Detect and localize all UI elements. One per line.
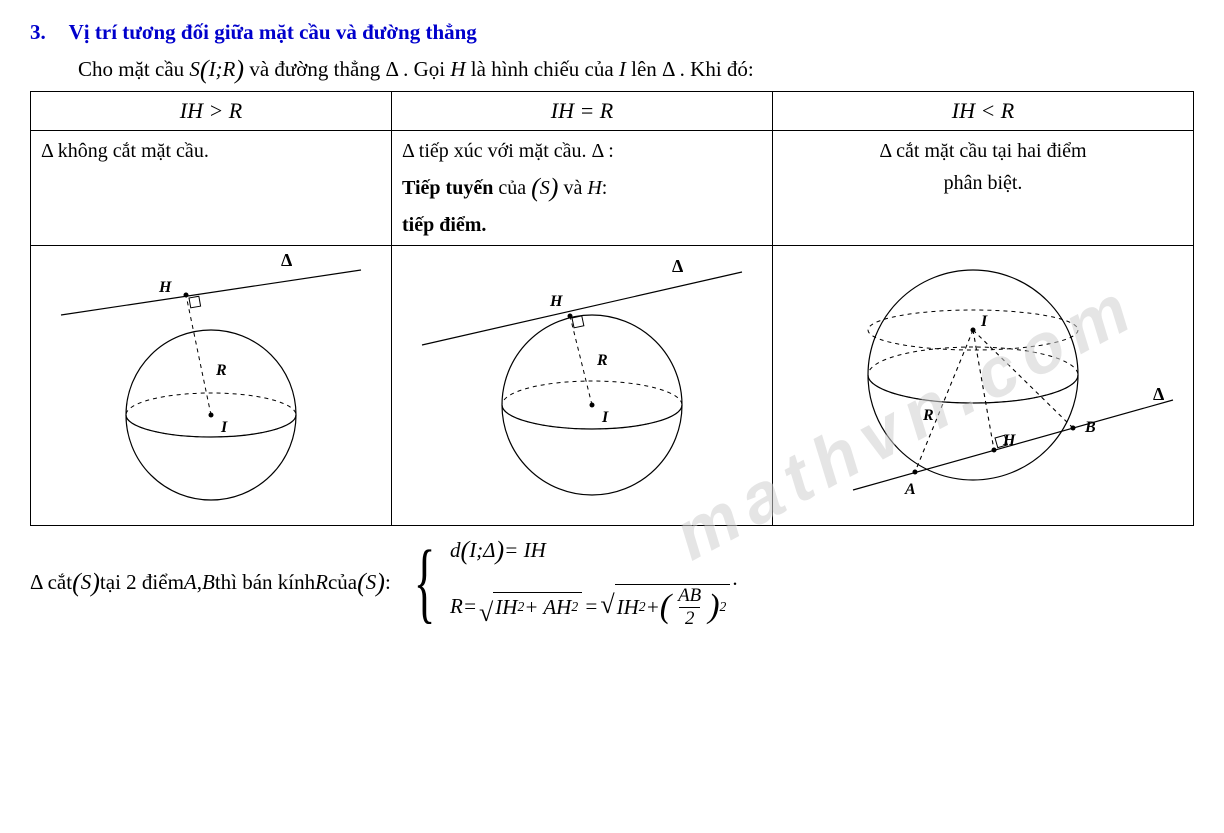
- left-brace-icon: {: [414, 538, 436, 628]
- sphere-line-secant: I Δ A B H R: [783, 250, 1183, 510]
- label-H3: H: [1002, 432, 1016, 449]
- desc2-bold2: tiếp điểm.: [402, 214, 486, 236]
- label-I: I: [220, 419, 228, 436]
- desc2-sphere: (S): [531, 177, 558, 199]
- desc2-bold1: Tiếp tuyến: [402, 177, 493, 199]
- frac-num: AB: [674, 585, 705, 607]
- desc-col1: Δ không cắt mặt cầu.: [31, 131, 392, 246]
- bottom-sphere2: (S): [357, 568, 385, 598]
- label-H2: H: [549, 293, 563, 310]
- label-A: A: [904, 481, 916, 498]
- desc1-text: Δ không cắt mặt cầu.: [41, 140, 209, 162]
- desc2-t2: và: [563, 177, 587, 199]
- label-delta3: Δ: [1153, 384, 1164, 404]
- desc-col2: Δ tiếp xúc với mặt cầu. Δ : Tiếp tuyến c…: [392, 131, 773, 246]
- sqrt-1: IH2 + AH2: [479, 592, 582, 622]
- label-delta2: Δ: [672, 256, 683, 276]
- case2-eq1: =: [463, 594, 477, 619]
- desc-col3: Δ cắt mặt cầu tại hai điểm phân biệt.: [773, 131, 1194, 246]
- section-heading: 3. Vị trí tương đối giữa mặt cầu và đườn…: [30, 20, 1194, 45]
- label-I2: I: [601, 409, 609, 426]
- case-line-2: R = IH2 + AH2 = IH2 + ( AB 2: [450, 584, 732, 630]
- header-col3: IH < R: [773, 92, 1194, 131]
- sphere-line-no-intersect: I Δ H R: [41, 250, 381, 510]
- label-R2: R: [596, 352, 608, 369]
- desc2-t1: của: [498, 177, 531, 199]
- bottom-mid2: thì bán kính: [215, 570, 315, 595]
- intro-mid: và đường thẳng Δ . Gọi: [249, 57, 450, 81]
- comparison-table: IH > R IH = R IH < R Δ không cắt mặt cầu…: [30, 91, 1194, 526]
- bottom-B: B: [202, 570, 215, 595]
- label-H: H: [158, 279, 172, 296]
- case2-lhs: R: [450, 594, 463, 619]
- frac-den: 2: [679, 607, 700, 630]
- table-diagram-row: I Δ H R I Δ H: [31, 245, 1194, 525]
- sphere-line-tangent: I Δ H R: [402, 250, 762, 510]
- heading-title: Vị trí tương đối giữa mặt cầu và đường t…: [69, 20, 477, 44]
- desc2-line3: tiếp điểm.: [402, 209, 762, 241]
- label-B: B: [1084, 419, 1096, 436]
- bottom-R: R: [315, 570, 328, 595]
- label-I3: I: [980, 313, 988, 330]
- sqrt-2: IH2 + ( AB 2 )2: [600, 584, 730, 630]
- bottom-formula-line: Δ cắt (S) tại 2 điểm A, B thì bán kính R…: [30, 536, 1194, 630]
- desc3-line1: Δ cắt mặt cầu tại hai điểm: [783, 135, 1183, 167]
- heading-number: 3.: [30, 20, 46, 44]
- bottom-sphere1: (S): [72, 568, 100, 598]
- desc2-line1: Δ tiếp xúc với mặt cầu. Δ :: [402, 135, 762, 167]
- cases-block: { d(I;Δ) = IH R = IH2 + AH2 = IH2 + (: [395, 536, 733, 630]
- intro-mid3: lên Δ . Khi đó:: [631, 57, 754, 81]
- label-delta: Δ: [281, 250, 292, 270]
- header-col1: IH > R: [31, 92, 392, 131]
- case-line-1: d(I;Δ) = IH: [450, 536, 732, 566]
- desc3-line2: phân biệt.: [783, 167, 1183, 199]
- header-col2: IH = R: [392, 92, 773, 131]
- bottom-mid1: tại 2 điểm: [100, 570, 184, 595]
- desc2-line2: Tiếp tuyến của (S) và H:: [402, 167, 762, 209]
- bottom-A: A: [184, 570, 197, 595]
- intro-I: I: [619, 57, 626, 81]
- diagram-col3: I Δ A B H R: [773, 245, 1194, 525]
- diagram-col2: I Δ H R: [392, 245, 773, 525]
- desc2-colon: :: [602, 177, 608, 199]
- sphere-notation: S(I;R): [189, 57, 244, 81]
- intro-H: H: [450, 57, 465, 81]
- table-desc-row: Δ không cắt mặt cầu. Δ tiếp xúc với mặt …: [31, 131, 1194, 246]
- bottom-mid3: của: [328, 570, 357, 595]
- intro-prefix: Cho mặt cầu: [78, 57, 189, 81]
- case2-eq2: =: [584, 594, 598, 619]
- bottom-colon: :: [385, 570, 391, 595]
- bottom-period: .: [732, 566, 737, 591]
- label-R3: R: [922, 407, 934, 424]
- desc2-H: H: [587, 177, 601, 199]
- intro-line: Cho mặt cầu S(I;R) và đường thẳng Δ . Gọ…: [78, 55, 1194, 85]
- label-R: R: [215, 362, 227, 379]
- bottom-prefix: Δ cắt: [30, 570, 72, 595]
- intro-mid2: là hình chiếu của: [471, 57, 619, 81]
- diagram-col1: I Δ H R: [31, 245, 392, 525]
- table-header-row: IH > R IH = R IH < R: [31, 92, 1194, 131]
